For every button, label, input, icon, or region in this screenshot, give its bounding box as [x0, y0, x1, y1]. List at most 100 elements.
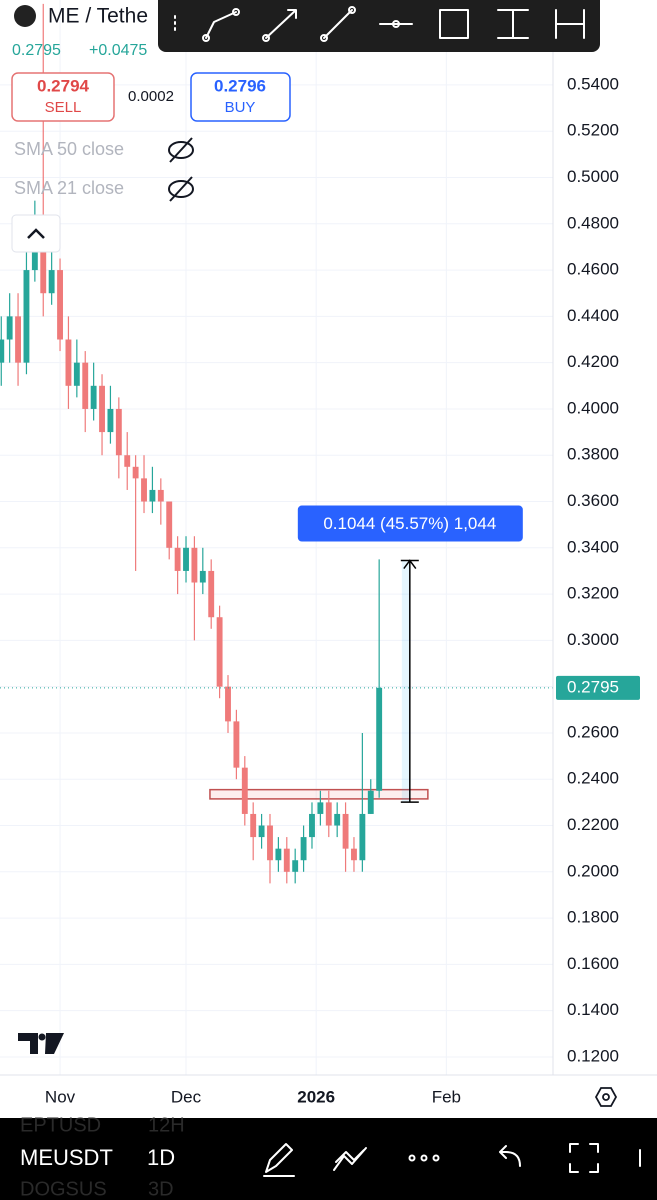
y-tick-label: 0.3200 — [567, 584, 619, 603]
y-tick-label: 0.4800 — [567, 213, 619, 232]
candle-body — [225, 686, 231, 722]
candle-body — [124, 455, 131, 467]
buy-label: BUY — [225, 99, 256, 116]
y-tick-label: 0.3000 — [567, 630, 619, 649]
ghost-symbol: DOGSUS — [20, 1178, 107, 1200]
y-tick-label: 0.3400 — [567, 537, 619, 556]
y-tick-label: 0.4000 — [567, 398, 619, 417]
y-tick-label: 0.2600 — [567, 722, 619, 741]
y-tick-label: 0.4400 — [567, 306, 619, 325]
candle-body — [174, 547, 181, 571]
candle-body — [216, 617, 223, 687]
bottom-icons — [263, 1143, 641, 1177]
y-tick-label: 0.3600 — [567, 491, 619, 510]
measure-area — [401, 560, 410, 803]
axes: 0.1200 0.1400 0.1600 0.1800 0.2000 0.2200 0.24… — [45, 74, 640, 1106]
collapse-button[interactable] — [11, 214, 61, 253]
candle-body — [6, 316, 13, 340]
candle-body — [0, 339, 5, 363]
y-tick-label: 0.2400 — [567, 769, 619, 788]
indicator-legend[interactable]: SMA 50 close — [14, 139, 124, 159]
candle-body — [183, 547, 189, 571]
measure-arrowhead — [403, 559, 417, 569]
ghost-symbol: EPTUSD — [20, 1114, 101, 1136]
sell-button[interactable] — [11, 72, 115, 122]
candle-body — [309, 813, 315, 838]
candle-body — [107, 408, 114, 433]
buy-button[interactable] — [190, 72, 291, 122]
candle-body — [250, 813, 257, 838]
drawing-toolbar — [158, 0, 600, 52]
measure-label-box — [297, 505, 523, 542]
chevron-up — [27, 228, 45, 239]
hide-icons — [168, 137, 194, 202]
interval-selector[interactable]: 1D — [147, 1145, 175, 1170]
y-tick-label: 0.4600 — [567, 260, 619, 279]
resistance-zone — [209, 788, 429, 800]
y-tick-label: 0.1800 — [567, 908, 619, 927]
price-label: 0.2795 — [567, 677, 619, 696]
ghost-interval: 12H — [148, 1114, 185, 1136]
candle-body — [99, 385, 105, 433]
candle-body — [157, 489, 164, 502]
symbol-logo[interactable] — [14, 5, 36, 27]
y-tick-label: 0.1400 — [567, 1000, 619, 1019]
buy-price: 0.2796 — [214, 76, 266, 95]
candle-body — [149, 489, 156, 502]
candle-body — [73, 362, 80, 386]
symbol-selector[interactable]: MEUSDT — [20, 1145, 113, 1170]
measure-label: 0.1044 (45.57%) 1,044 — [323, 514, 496, 533]
x-tick-label: Nov — [45, 1087, 76, 1106]
x-tick-label: Feb — [432, 1087, 461, 1106]
y-tick-label: 0.1600 — [567, 954, 619, 973]
indicator-legend[interactable]: SMA 21 close — [14, 178, 124, 198]
candle-body — [82, 362, 89, 409]
candle-body — [90, 385, 97, 409]
price-label-box — [556, 675, 640, 700]
candle-body — [351, 848, 357, 861]
sell-price: 0.2794 — [37, 76, 90, 95]
candle-body — [132, 466, 139, 479]
candle-body — [23, 270, 30, 363]
candle-body — [300, 837, 307, 861]
ghost-interval: 3D — [148, 1178, 174, 1200]
candle-body — [48, 270, 55, 294]
y-tick-label: 0.5400 — [567, 74, 619, 93]
last-price: 0.2795 — [12, 42, 61, 59]
tv-logo-dot — [38, 1033, 46, 1041]
candle-body — [141, 478, 147, 502]
candle-body — [31, 246, 38, 271]
candle-body — [199, 570, 206, 583]
settings-icon-hole — [602, 1093, 610, 1101]
candle-body — [275, 848, 282, 861]
candle-body — [334, 813, 341, 826]
candle-body — [292, 860, 299, 872]
candle-body — [317, 802, 324, 814]
candle-body — [267, 825, 273, 861]
candle-body — [376, 687, 383, 791]
plot: 0.1044 (45.57%) 1,044 — [0, 0, 553, 1075]
bottom-bar — [0, 1118, 657, 1200]
candle-body — [57, 270, 63, 340]
candle-body — [359, 813, 366, 861]
candle-body — [166, 501, 173, 548]
y-tick-label: 0.5200 — [567, 121, 619, 140]
symbol-title[interactable]: ME / Tethe — [48, 5, 148, 28]
y-tick-label: 0.3800 — [567, 445, 619, 464]
candle-body — [40, 246, 47, 294]
candle-body — [65, 339, 72, 386]
spread: 0.0002 — [128, 88, 174, 105]
sell-label: SELL — [45, 99, 82, 116]
candle-body — [115, 408, 122, 456]
candle-body — [258, 825, 265, 838]
price-change: +0.0475 — [89, 42, 147, 59]
candle-body — [15, 316, 21, 363]
candle-body — [283, 848, 290, 872]
candle-body — [342, 813, 349, 849]
y-tick-label: 0.1200 — [567, 1046, 619, 1065]
y-tick-label: 0.5000 — [567, 167, 619, 186]
settings-icon[interactable] — [594, 1087, 618, 1107]
y-tick-label: 0.2200 — [567, 815, 619, 834]
candle-body — [208, 570, 215, 618]
